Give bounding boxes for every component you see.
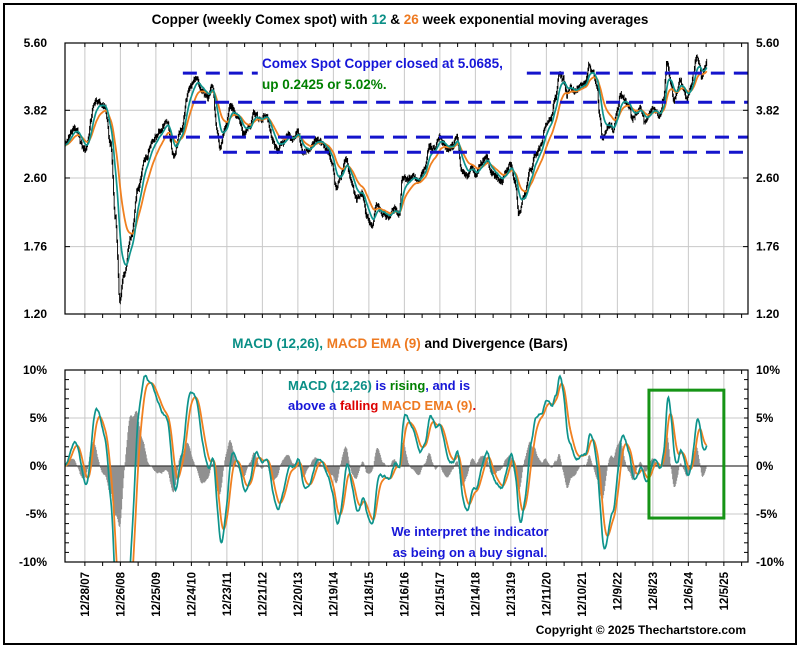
text-part: week exponential moving averages xyxy=(418,12,649,27)
buy-signal-annotation: We interpret the indicator as being on a… xyxy=(380,521,560,563)
text-part: We interpret the indicator xyxy=(391,524,549,539)
x-tick-label: 12/19/14 xyxy=(328,571,340,616)
plot-border xyxy=(64,369,749,563)
y-tick-label: 1.20 xyxy=(24,307,48,321)
text-part: rising xyxy=(389,378,426,393)
page-title: Copper (weekly Comex spot) with 12 & 26 … xyxy=(0,12,800,27)
text-part: 26 xyxy=(403,12,419,27)
text-part: as being on a buy signal. xyxy=(392,545,548,560)
text-part: MACD EMA (9) xyxy=(378,398,473,413)
price-close-annotation: Comex Spot Copper closed at 5.0685, up 0… xyxy=(262,53,503,95)
text-part: 12 xyxy=(371,12,387,27)
macd-line xyxy=(65,374,708,562)
x-tick-label: 12/16/16 xyxy=(399,572,411,617)
text-part: MACD (12,26), xyxy=(232,336,323,351)
x-tick-label: 12/6/24 xyxy=(683,571,695,610)
x-tick-label: 12/21/12 xyxy=(257,572,269,617)
y-tick-label: 2.60 xyxy=(756,171,780,185)
y-tick-label: 3.82 xyxy=(756,103,780,117)
text-part: MACD (12,26) xyxy=(288,378,372,393)
y-tick-label: 1.76 xyxy=(756,240,780,254)
text-part: . xyxy=(472,398,477,413)
x-tick-label: 12/28/07 xyxy=(80,572,92,617)
text-part: above a xyxy=(288,398,341,413)
y-tick-label: 5% xyxy=(756,411,774,425)
x-tick-label: 12/9/22 xyxy=(612,572,624,610)
ema12-line xyxy=(65,65,708,266)
green-highlight-box xyxy=(647,388,726,520)
macd-title: MACD (12,26), MACD EMA (9) and Divergenc… xyxy=(0,336,800,351)
x-tick-label: 12/13/19 xyxy=(506,572,518,617)
macd-state-annotation-line2: above a falling MACD EMA (9). xyxy=(288,396,476,416)
price-close-annotation-line2: up 0.2425 or 5.02%. xyxy=(262,74,503,95)
x-tick-label: 12/5/25 xyxy=(719,571,731,610)
y-tick-label: 1.20 xyxy=(756,307,780,321)
y-tick-label: -10% xyxy=(19,555,47,569)
buy-signal-annotation-line1: We interpret the indicator xyxy=(380,521,560,542)
divergence-bars xyxy=(65,410,708,527)
y-tick-label: 5.60 xyxy=(756,36,780,50)
text-part: Copper (weekly Comex spot) with xyxy=(151,12,372,27)
y-tick-label: 5% xyxy=(30,411,48,425)
buy-signal-annotation-line2: as being on a buy signal. xyxy=(380,542,560,563)
y-tick-label: 5.60 xyxy=(24,36,48,50)
macd-state-annotation: MACD (12,26) is rising, and is above a f… xyxy=(288,376,476,416)
text-part: & xyxy=(386,12,404,27)
x-tick-label: 12/23/11 xyxy=(222,571,234,616)
x-tick-label: 12/10/21 xyxy=(577,571,589,616)
y-tick-label: -10% xyxy=(756,555,784,569)
copyright-note: Copyright © 2025 Thechartstore.com xyxy=(535,623,746,637)
y-tick-label: 2.60 xyxy=(24,171,48,185)
text-part: and Divergence (Bars) xyxy=(420,336,568,351)
y-tick-label: 10% xyxy=(23,363,47,377)
plot-border xyxy=(64,42,749,315)
x-tick-label: 12/8/23 xyxy=(648,572,660,610)
text-part: falling xyxy=(340,398,379,413)
x-tick-label: 12/24/10 xyxy=(186,572,198,617)
x-tick-label: 12/26/08 xyxy=(115,571,127,616)
macd-state-annotation-line1: MACD (12,26) is rising, and is xyxy=(288,376,476,396)
y-tick-label: 3.82 xyxy=(24,103,48,117)
y-tick-label: -5% xyxy=(26,507,48,521)
x-tick-label: 12/25/09 xyxy=(151,572,163,617)
x-tick-label: 12/11/20 xyxy=(541,572,553,616)
text-part: Comex Spot Copper closed at 5.0685, xyxy=(262,56,503,71)
x-tick-label: 12/18/15 xyxy=(364,571,376,616)
x-tick-label: 12/14/18 xyxy=(470,571,482,616)
text-part: up 0.2425 or 5.02%. xyxy=(262,77,387,92)
y-tick-label: -5% xyxy=(756,507,778,521)
text-part: is xyxy=(371,378,390,393)
y-tick-label: 1.76 xyxy=(24,240,48,254)
text-part: , and is xyxy=(425,378,471,393)
price-close-annotation-line1: Comex Spot Copper closed at 5.0685, xyxy=(262,53,503,74)
y-tick-label: 0% xyxy=(30,459,48,473)
text-part: MACD EMA (9) xyxy=(322,336,421,351)
y-tick-label: 0% xyxy=(756,459,774,473)
x-tick-label: 12/20/13 xyxy=(293,572,305,617)
x-tick-label: 12/15/17 xyxy=(435,572,447,617)
y-tick-label: 10% xyxy=(756,363,780,377)
